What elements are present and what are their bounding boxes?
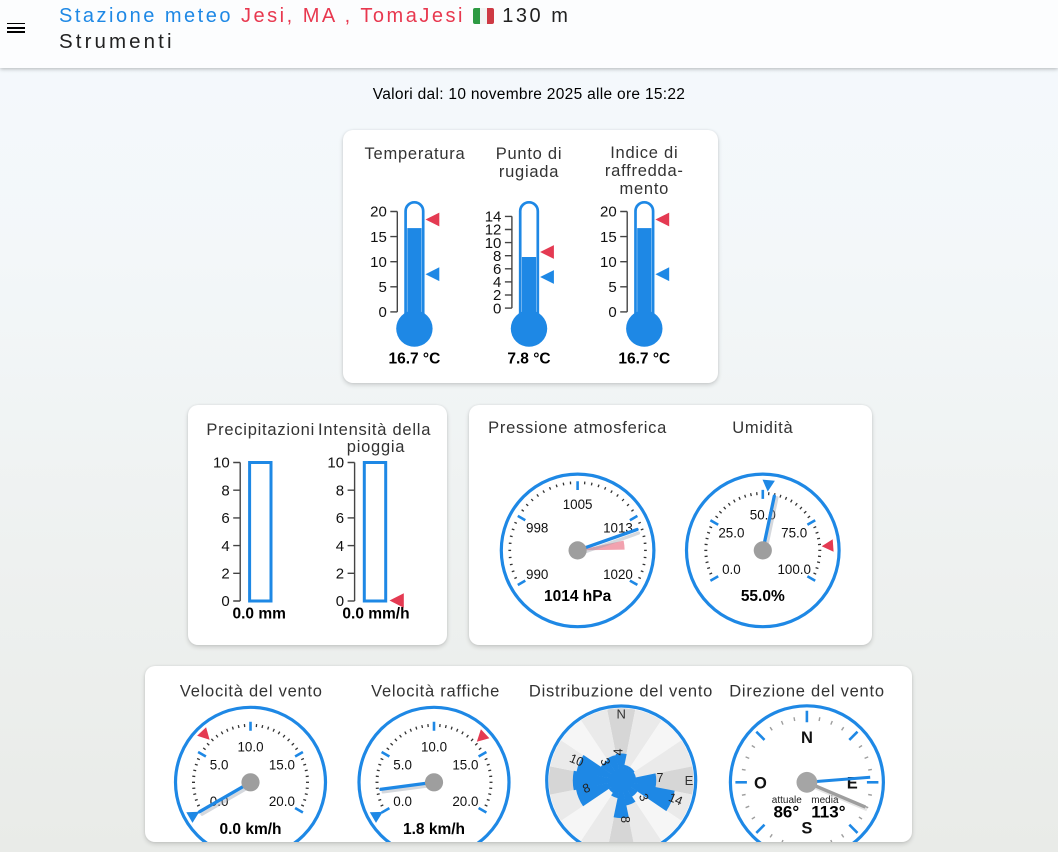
- svg-text:2: 2: [493, 287, 501, 304]
- svg-text:0: 0: [221, 593, 229, 610]
- svg-text:6: 6: [221, 510, 229, 527]
- svg-text:raffredda-: raffredda-: [605, 162, 684, 180]
- svg-text:E: E: [685, 773, 694, 788]
- svg-text:8: 8: [221, 482, 229, 499]
- svg-text:14: 14: [666, 790, 684, 808]
- svg-text:1014 hPa: 1014 hPa: [544, 588, 612, 605]
- svg-text:0.0: 0.0: [393, 794, 412, 809]
- svg-text:7: 7: [657, 771, 664, 785]
- svg-text:4: 4: [612, 748, 626, 755]
- svg-text:25.0: 25.0: [718, 526, 744, 541]
- svg-text:10: 10: [327, 455, 344, 472]
- svg-text:4: 4: [336, 538, 344, 555]
- svg-text:mento: mento: [619, 180, 669, 198]
- svg-text:10.0: 10.0: [237, 739, 263, 754]
- svg-text:10: 10: [213, 455, 230, 472]
- svg-text:8: 8: [493, 248, 501, 265]
- svg-text:N: N: [801, 729, 813, 747]
- svg-text:16.7 °C: 16.7 °C: [618, 351, 670, 368]
- svg-text:media: media: [811, 795, 839, 806]
- svg-text:86°: 86°: [773, 802, 799, 821]
- svg-text:15.0: 15.0: [269, 758, 295, 773]
- svg-text:6: 6: [336, 510, 344, 527]
- svg-text:20.0: 20.0: [269, 794, 295, 809]
- svg-text:5: 5: [608, 279, 616, 296]
- svg-text:E: E: [847, 774, 858, 792]
- svg-text:8: 8: [581, 780, 593, 796]
- svg-text:0: 0: [336, 593, 344, 610]
- svg-text:0: 0: [493, 300, 501, 317]
- svg-text:12: 12: [485, 222, 502, 239]
- svg-text:Pressione atmosferica: Pressione atmosferica: [488, 419, 667, 437]
- svg-text:10.0: 10.0: [421, 739, 447, 754]
- svg-text:20: 20: [600, 204, 617, 221]
- svg-text:4: 4: [493, 274, 501, 291]
- svg-text:Precipitazioni: Precipitazioni: [206, 421, 315, 439]
- svg-text:0: 0: [378, 304, 386, 321]
- svg-text:S: S: [801, 820, 812, 838]
- svg-text:15: 15: [370, 229, 387, 246]
- svg-text:Velocità del vento: Velocità del vento: [180, 683, 323, 701]
- svg-text:0.0 mm/h: 0.0 mm/h: [342, 606, 409, 623]
- svg-text:6: 6: [493, 261, 501, 278]
- svg-text:Umidità: Umidità: [732, 419, 793, 437]
- svg-text:8: 8: [618, 816, 632, 823]
- svg-text:15.0: 15.0: [452, 758, 478, 773]
- svg-text:0.0 mm: 0.0 mm: [232, 606, 285, 623]
- svg-text:1020: 1020: [603, 567, 633, 582]
- svg-text:Intensità della: Intensità della: [318, 421, 431, 439]
- svg-text:75.0: 75.0: [781, 526, 807, 541]
- svg-text:10: 10: [485, 235, 502, 252]
- svg-text:1.8 km/h: 1.8 km/h: [403, 821, 465, 838]
- svg-text:5: 5: [378, 279, 386, 296]
- svg-text:Distribuzione del vento: Distribuzione del vento: [529, 683, 713, 701]
- svg-text:attuale: attuale: [772, 795, 802, 806]
- svg-text:O: O: [754, 774, 767, 792]
- svg-text:1005: 1005: [563, 497, 593, 512]
- svg-text:10: 10: [600, 254, 617, 271]
- svg-text:1013: 1013: [603, 520, 633, 535]
- svg-text:4: 4: [221, 538, 229, 555]
- svg-text:rugiada: rugiada: [499, 163, 559, 181]
- svg-text:Punto di: Punto di: [496, 145, 563, 163]
- svg-text:Indice di: Indice di: [610, 144, 678, 162]
- svg-text:0.0: 0.0: [722, 562, 741, 577]
- svg-text:7.8 °C: 7.8 °C: [507, 351, 550, 368]
- svg-text:113°: 113°: [811, 802, 845, 821]
- svg-text:0.0 km/h: 0.0 km/h: [219, 821, 281, 838]
- svg-text:0: 0: [608, 304, 616, 321]
- svg-text:S: S: [617, 840, 626, 841]
- svg-text:10: 10: [370, 254, 387, 271]
- svg-text:5.0: 5.0: [393, 758, 412, 773]
- svg-text:8: 8: [336, 482, 344, 499]
- svg-text:990: 990: [526, 567, 548, 582]
- svg-text:20.0: 20.0: [452, 794, 478, 809]
- svg-text:Velocità raffiche: Velocità raffiche: [371, 683, 500, 701]
- svg-text:15: 15: [600, 229, 617, 246]
- svg-text:2: 2: [221, 566, 229, 583]
- svg-text:pioggia: pioggia: [347, 438, 406, 456]
- svg-text:55.0%: 55.0%: [741, 588, 785, 605]
- svg-text:100.0: 100.0: [777, 562, 811, 577]
- svg-text:16.7 °C: 16.7 °C: [388, 351, 440, 368]
- svg-text:2: 2: [336, 566, 344, 583]
- svg-text:20: 20: [370, 204, 387, 221]
- svg-text:10: 10: [567, 751, 585, 769]
- svg-text:Direzione del vento: Direzione del vento: [729, 683, 885, 701]
- svg-text:14: 14: [485, 209, 502, 226]
- svg-text:Temperatura: Temperatura: [365, 145, 466, 163]
- svg-text:N: N: [617, 706, 626, 721]
- svg-text:5.0: 5.0: [210, 758, 229, 773]
- svg-text:3: 3: [597, 756, 613, 768]
- svg-text:998: 998: [526, 520, 548, 535]
- svg-text:3: 3: [636, 792, 652, 804]
